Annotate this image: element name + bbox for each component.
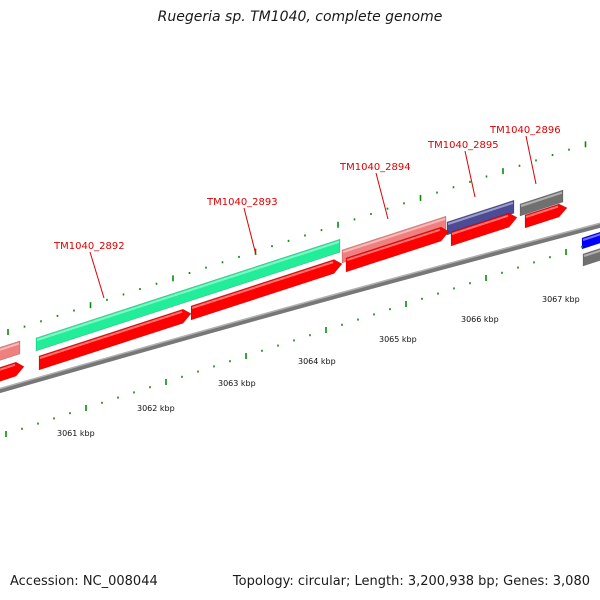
cds-arrow-4-shine (451, 214, 509, 235)
cds-arrow-4-body (450, 212, 518, 247)
genome-summary-text: Topology: circular; Length: 3,200,938 bp… (232, 574, 590, 589)
cds-arrow-1-shine (39, 310, 183, 359)
inner-tick-row (5, 245, 583, 437)
cds-bar-right-partial-shine (583, 249, 600, 257)
gene-bar-tm1040-2893-shine (36, 240, 340, 341)
gene-bar-left-partial-shine (0, 342, 20, 351)
gene-bar-left-partial-body (0, 340, 21, 361)
cds-arrow-5-shine (525, 205, 559, 218)
kbp-scale-label: 3065 kbp (379, 335, 417, 344)
gene-bar-tm1040-2896 (519, 189, 564, 217)
cds-arrow-2-body (190, 259, 343, 321)
cds-arrow-2-shine (191, 261, 334, 309)
cds-arrow-5 (524, 203, 568, 229)
gene-label: TM1040_2893 (206, 197, 278, 208)
gene-bar-right-partial-shine (582, 233, 600, 241)
accession-text: Accession: NC_008044 (10, 574, 158, 589)
kbp-scale-label: 3062 kbp (137, 404, 175, 413)
cds-arrow-1 (38, 308, 192, 371)
cds-arrow-3-shine (346, 228, 441, 261)
kbp-scale-label: 3067 kbp (542, 295, 580, 304)
cds-arrow-4 (450, 212, 518, 247)
gene-bar-left-partial (0, 340, 21, 361)
gene-bar-right-partial-body (581, 231, 600, 250)
map-title: Ruegeria sp. TM1040, complete genome (157, 9, 443, 25)
gene-leader-line (243, 207, 257, 256)
gene-bar-tm1040-2893 (35, 238, 341, 352)
kbp-scale-label: 3063 kbp (218, 379, 256, 388)
gene-bar-tm1040-2893-body (35, 238, 341, 352)
gene-leader-line (525, 135, 537, 185)
cds-arrow-left-partial (0, 361, 25, 382)
gene-leader-line (464, 150, 476, 198)
gene-label: TM1040_2896 (489, 125, 561, 136)
gene-bar-tm1040-2894-shine (342, 217, 446, 253)
gene-label: TM1040_2894 (339, 162, 411, 173)
gene-label: TM1040_2895 (427, 140, 499, 151)
genome-backbone (0, 222, 600, 394)
cds-arrow-3-body (345, 226, 450, 273)
gene-bar-right-partial (581, 231, 600, 250)
gene-bar-tm1040-2896-shine (520, 191, 563, 207)
gene-label: TM1040_2892 (53, 241, 125, 252)
gene-bar-tm1040-2895-shine (447, 201, 514, 225)
cds-arrow-2 (190, 259, 343, 321)
cds-bar-right-partial-body (582, 248, 600, 267)
cds-arrow-5-body (524, 203, 568, 229)
kbp-scale-label: 3064 kbp (298, 357, 336, 366)
gene-leader-line (89, 251, 105, 299)
kbp-scale-label: 3061 kbp (57, 429, 95, 438)
cds-arrow-left-partial-shine (0, 363, 16, 371)
gene-leader-line (375, 172, 389, 220)
gene-bar-tm1040-2896-body (519, 189, 564, 217)
cds-arrow-3 (345, 226, 450, 273)
genome-backbone-highlight (0, 222, 600, 390)
cds-arrow-left-partial-body (0, 361, 25, 382)
cds-arrow-1-body (38, 308, 192, 371)
cds-bar-right-partial (582, 248, 600, 267)
kbp-scale-label: 3066 kbp (461, 315, 499, 324)
